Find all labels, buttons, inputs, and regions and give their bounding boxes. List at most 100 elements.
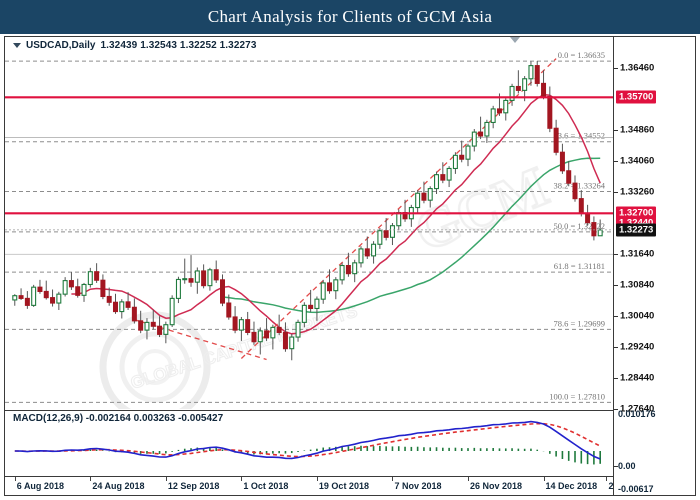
candle-body bbox=[553, 127, 559, 153]
candle-body bbox=[289, 336, 295, 350]
candle-body bbox=[100, 279, 106, 298]
candle-body bbox=[320, 282, 326, 300]
candle-body bbox=[333, 279, 339, 292]
candle-body bbox=[163, 324, 169, 335]
price-tick-label: 1.27640 bbox=[620, 403, 655, 415]
candle-body bbox=[421, 192, 427, 201]
date-tick-label: 14 Dec 2018 bbox=[545, 481, 598, 491]
candle-body bbox=[566, 170, 572, 184]
candle-body bbox=[559, 151, 565, 172]
candle-body bbox=[24, 297, 30, 306]
chart-top-marker-icon bbox=[510, 37, 520, 43]
price-tick-label: 1.29240 bbox=[620, 341, 655, 353]
candle-body bbox=[597, 229, 603, 237]
date-axis: 6 Aug 2018 24 Aug 2018 12 Sep 2018 1 Oct 20… bbox=[5, 476, 654, 496]
macd-scale-label: -0.00617 bbox=[618, 484, 654, 494]
candle-body bbox=[522, 78, 528, 91]
candle-body bbox=[213, 269, 219, 281]
price-axis[interactable]: 1.36460 1.34860 1.34060 1.33260 1.31640 1.308… bbox=[613, 37, 695, 495]
candle-body bbox=[112, 301, 118, 313]
macd-line bbox=[14, 420, 601, 460]
price-tick-label: 1.33260 bbox=[620, 186, 655, 198]
svg-text:GCM: GCM bbox=[407, 155, 557, 264]
candle-body bbox=[245, 319, 251, 333]
price-tick-label: 1.34860 bbox=[620, 124, 655, 136]
date-tick-label: 19 Oct 2018 bbox=[318, 481, 369, 491]
candle-body bbox=[496, 108, 502, 114]
candle-body bbox=[62, 280, 68, 295]
candle-body bbox=[345, 264, 351, 275]
candle-body bbox=[396, 212, 402, 227]
price-badge-resistance[interactable]: 1.35700 bbox=[616, 90, 657, 104]
date-tick-label: 26 Nov 2018 bbox=[469, 481, 523, 491]
candle-body bbox=[238, 319, 244, 331]
candle-body bbox=[194, 270, 200, 283]
macd-line bbox=[14, 422, 601, 458]
candle-body bbox=[434, 174, 440, 190]
title-bar: Chart Analysis for Clients of GCM Asia bbox=[0, 0, 700, 34]
candle-body bbox=[295, 321, 301, 338]
candle-body bbox=[144, 321, 150, 331]
candle-body bbox=[169, 297, 175, 326]
price-tick-label: 1.30040 bbox=[620, 310, 655, 322]
price-tick bbox=[614, 378, 618, 380]
candle-body bbox=[94, 271, 100, 281]
candle-body bbox=[503, 99, 509, 114]
price-tick bbox=[614, 67, 618, 69]
price-tick bbox=[614, 191, 618, 193]
candle-body bbox=[314, 298, 320, 310]
price-tick bbox=[614, 316, 618, 318]
candle-body bbox=[157, 325, 163, 335]
candle-body bbox=[358, 248, 364, 264]
candle-body bbox=[389, 225, 395, 238]
candle-body bbox=[509, 85, 515, 101]
price-badge-current[interactable]: 1.32273 bbox=[616, 223, 657, 237]
candle-body bbox=[138, 320, 144, 331]
date-tick-label: 6 Aug 2018 bbox=[16, 481, 64, 491]
candle-body bbox=[37, 286, 43, 292]
candle-body bbox=[364, 248, 370, 257]
price-tick-label: 1.28440 bbox=[620, 372, 655, 384]
macd-panel[interactable]: MACD(12,26,9) -0.002164 0.003263 -0.0054… bbox=[5, 410, 613, 476]
fib-label: 38.2 = 1.33264 bbox=[553, 181, 605, 191]
candle-body bbox=[188, 278, 194, 283]
date-tick bbox=[14, 477, 16, 481]
fib-label: 50.0 = 1.32222 bbox=[553, 221, 605, 231]
fib-label: 23.6 = 1.34552 bbox=[553, 131, 605, 141]
price-plot[interactable]: GLOBAL CAPITAL MARKETS GCM 0.0 = 1.36635 23… bbox=[5, 37, 613, 409]
candle-body bbox=[308, 304, 314, 310]
candle-body bbox=[327, 282, 333, 292]
candle-body bbox=[251, 331, 257, 343]
candle-body bbox=[301, 304, 307, 323]
price-badge-support[interactable]: 1.32700 bbox=[616, 206, 657, 220]
symbol-header[interactable]: USDCAD,Daily 1.32439 1.32543 1.32252 1.3… bbox=[13, 40, 257, 51]
price-tick-label: 1.34060 bbox=[620, 155, 655, 167]
candle-body bbox=[383, 230, 389, 238]
price-tick bbox=[614, 129, 618, 131]
candle-body bbox=[56, 293, 62, 304]
candle-body bbox=[352, 262, 358, 275]
candle-body bbox=[31, 286, 37, 306]
chart-frame: GLOBAL CAPITAL MARKETS GCM 0.0 = 1.36635 23… bbox=[4, 36, 696, 496]
macd-svg bbox=[14, 420, 601, 465]
fib-label: 100.0 = 1.27810 bbox=[549, 391, 605, 401]
date-tick bbox=[241, 477, 243, 481]
candle-body bbox=[452, 154, 458, 170]
candle-body bbox=[415, 192, 421, 209]
date-tick-label: 7 Nov 2018 bbox=[394, 481, 442, 491]
candle-body bbox=[578, 198, 584, 214]
candle-body bbox=[282, 331, 288, 350]
ohlc-values: 1.32439 1.32543 1.32252 1.32273 bbox=[100, 40, 257, 51]
chevron-down-icon[interactable] bbox=[13, 43, 21, 48]
candle-body bbox=[50, 297, 56, 304]
candle-body bbox=[150, 321, 156, 327]
date-tick-label: 24 Aug 2018 bbox=[92, 481, 145, 491]
candle-body bbox=[440, 174, 446, 181]
candle-body bbox=[490, 108, 496, 124]
macd-header: MACD(12,26,9) -0.002164 0.003263 -0.0054… bbox=[13, 413, 224, 424]
candle-body bbox=[541, 82, 547, 98]
date-tick bbox=[543, 477, 545, 481]
candle-body bbox=[585, 212, 591, 224]
candle-body bbox=[339, 264, 345, 281]
macd-scale-label: 0.010176 bbox=[618, 409, 656, 419]
